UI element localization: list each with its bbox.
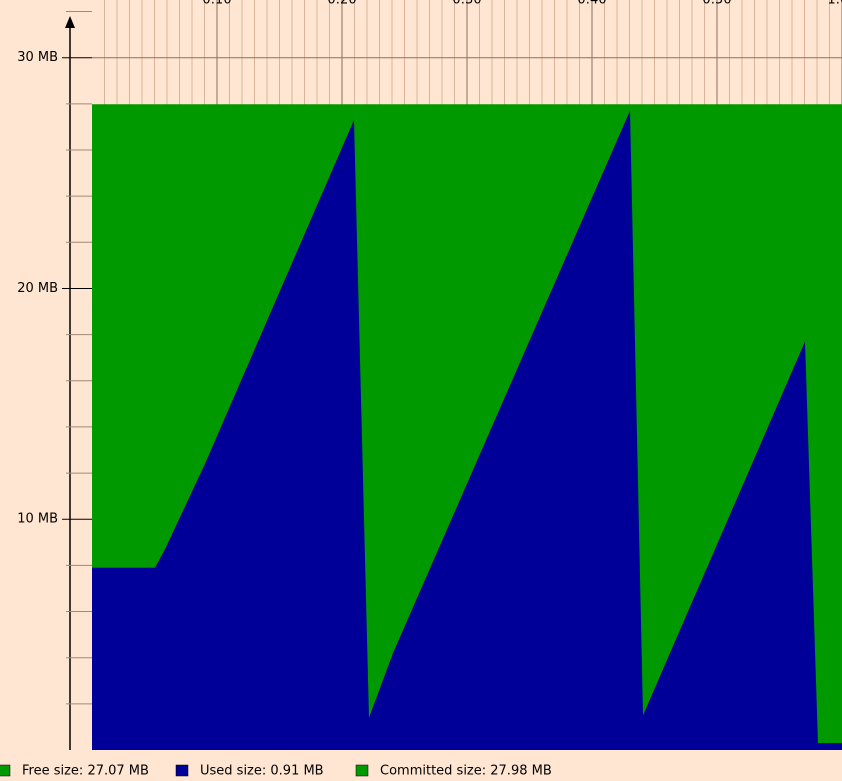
legend-swatch (0, 764, 11, 777)
x-tick-label: 1:00 (827, 0, 842, 8)
x-tick-label: 0:20 (327, 0, 356, 8)
y-axis-arrow (65, 16, 75, 28)
y-tick-label: 10 MB (17, 512, 58, 527)
legend-label: Free size: 27.07 MB (22, 764, 149, 779)
legend-swatch (355, 764, 369, 777)
x-tick-label: 0:10 (202, 0, 231, 8)
x-tick-label: 0:40 (577, 0, 606, 8)
area (92, 110, 842, 751)
legend-label: Used size: 0.91 MB (200, 764, 324, 779)
y-tick-label: 20 MB (17, 281, 58, 296)
y-tick-label: 30 MB (17, 50, 58, 65)
legend-label: Committed size: 27.98 MB (380, 764, 552, 779)
legend-swatch (175, 764, 189, 777)
x-tick-label: 0:30 (452, 0, 481, 8)
x-tick-label: 0:50 (702, 0, 731, 8)
